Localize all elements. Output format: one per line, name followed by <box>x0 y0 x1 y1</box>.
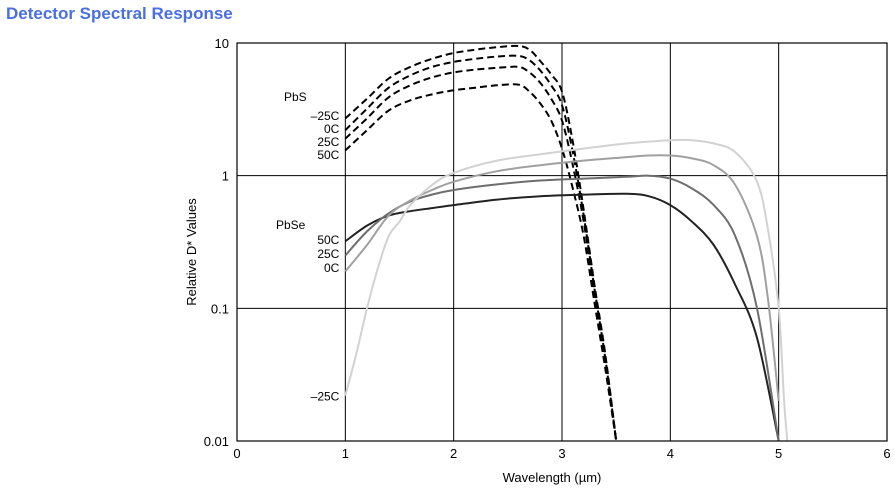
series-label: 25C <box>317 135 339 149</box>
series-label: –25C <box>311 390 340 404</box>
series-lines <box>344 44 789 442</box>
x-tick-label: 6 <box>883 446 890 461</box>
x-tick-label: 2 <box>450 446 457 461</box>
tick-labels: 0 1 2 3 4 5 6 0.01 0.1 1 10 <box>204 36 891 461</box>
pbs-series-line <box>344 44 618 442</box>
x-tick-label: 3 <box>558 446 565 461</box>
series-label: 50C <box>317 233 339 247</box>
pbs-series-line <box>344 83 618 442</box>
chart-title: Detector Spectral Response <box>6 4 233 23</box>
x-tick-label: 5 <box>775 446 782 461</box>
pbs-group-label: PbS <box>284 90 307 104</box>
x-tick-label: 1 <box>342 446 349 461</box>
x-axis-label: Wavelength (µm) <box>503 470 602 485</box>
pbse-group-label: PbSe <box>276 218 306 232</box>
y-tick-label: 1 <box>222 169 229 184</box>
y-tick-label: 0.01 <box>204 434 229 449</box>
series-label: 25C <box>317 247 339 261</box>
series-label: 50C <box>317 148 339 162</box>
y-tick-label: 10 <box>215 36 229 51</box>
pbs-series-line <box>344 54 618 442</box>
series-label: 0C <box>324 122 340 136</box>
plot-border <box>236 42 888 442</box>
pbs-series-line <box>344 65 618 442</box>
grid <box>237 43 887 441</box>
pbse-series-line <box>344 138 789 442</box>
x-tick-label: 0 <box>233 446 240 461</box>
series-label: 0C <box>324 261 340 275</box>
pbse-series-line <box>344 154 780 402</box>
x-tick-label: 4 <box>667 446 674 461</box>
plot-frame <box>236 42 888 442</box>
series-label: –25C <box>311 109 340 123</box>
y-tick-label: 0.1 <box>211 301 229 316</box>
y-axis-label: Relative D* Values <box>184 198 199 306</box>
